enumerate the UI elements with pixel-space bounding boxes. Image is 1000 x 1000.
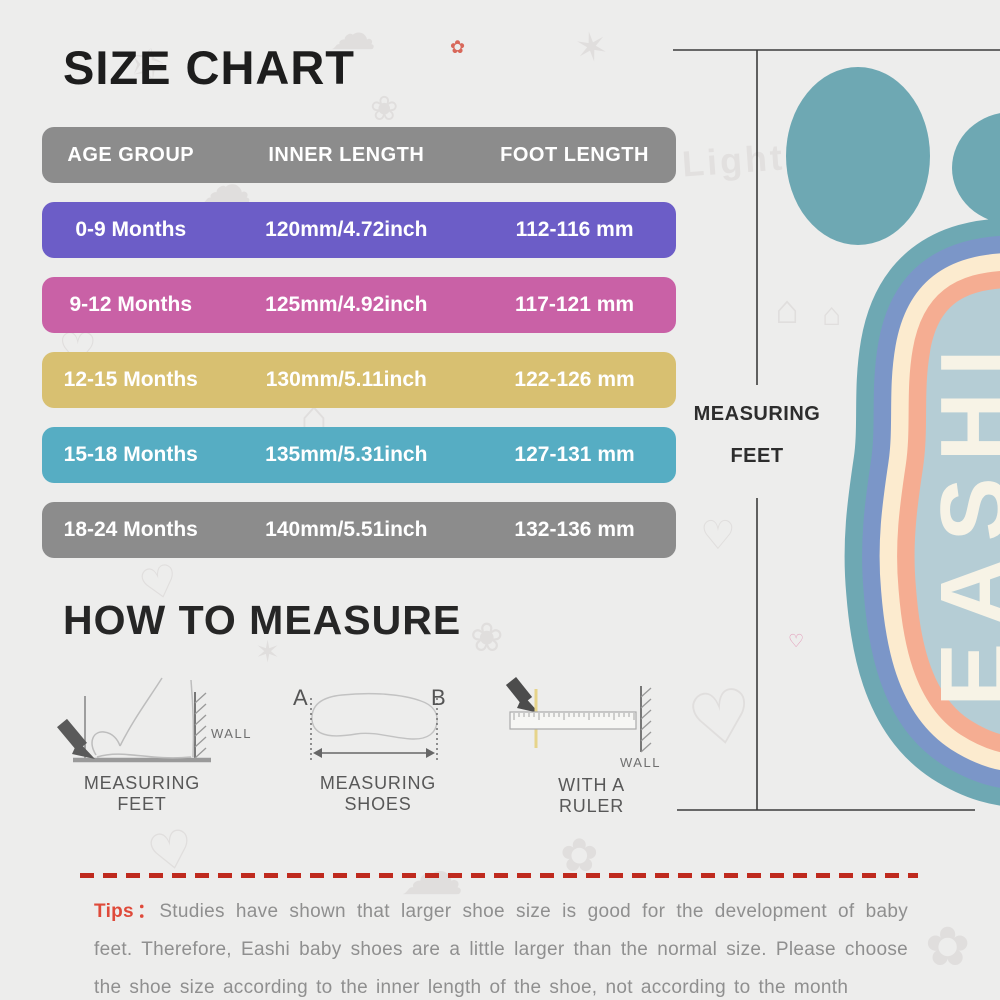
tips-body: Studies have shown that larger shoe size… <box>94 901 909 998</box>
measuring-feet-line2: FEET <box>730 445 784 467</box>
heart-doodle-icon: ♡ <box>700 514 736 558</box>
caption-measuring-feet: MEASURING FEET <box>83 773 201 814</box>
cell-age: 12-15 Months <box>63 368 198 391</box>
foot-diagram: EASHI <box>673 49 1000 811</box>
caption-with-a-ruler: WITH A RULER <box>558 775 625 816</box>
cell-inner-length: 125mm/4.92inch <box>265 293 428 316</box>
foot-profile-sketch <box>91 677 195 759</box>
measuring-feet-line1: MEASURING <box>693 403 821 425</box>
brand-text: EASHI <box>921 333 1000 706</box>
house-doodle-icon: ⌂ <box>822 296 842 332</box>
red-dashed-divider <box>80 873 918 878</box>
cell-age: 18-24 Months <box>63 518 198 541</box>
table-row: 12-15 Months 130mm/5.11inch 122-126 mm <box>42 352 676 408</box>
cloud-doodle-icon: ☁ <box>400 836 464 908</box>
pink-heart-doodle-icon: ♡ <box>788 631 805 651</box>
flower-doodle-icon: ✿ <box>560 829 599 881</box>
cell-age: 9-12 Months <box>69 293 193 316</box>
tips-label: Tips： <box>94 901 160 922</box>
wall-label: WALL <box>211 726 252 741</box>
pencil-icon <box>57 718 95 759</box>
flower-doodle-icon: ❀ <box>370 90 399 128</box>
pencil-icon <box>505 676 539 713</box>
cell-inner-length: 140mm/5.51inch <box>265 518 428 541</box>
cell-foot-length: 127-131 mm <box>514 443 635 466</box>
size-table-header-row: AGE GROUP INNER LENGTH FOOT LENGTH <box>42 127 676 183</box>
wall-label: WALL <box>620 755 661 770</box>
wall-hatching <box>194 692 207 759</box>
flower-doodle-icon: ❀ <box>470 616 504 660</box>
page-title: SIZE CHART <box>63 41 355 94</box>
cell-foot-length: 117-121 mm <box>515 293 635 316</box>
ruler-ticks <box>513 713 635 720</box>
cell-foot-length: 112-116 mm <box>515 218 634 241</box>
table-row: 15-18 Months 135mm/5.31inch 127-131 mm <box>42 427 676 483</box>
foot-rings <box>844 218 1000 806</box>
cloud-doodle-icon: ☁ <box>330 7 376 59</box>
second-toe <box>952 113 1000 223</box>
tips-paragraph: Tips：Studies have shown that larger shoe… <box>94 893 908 1000</box>
header-inner-length: INNER LENGTH <box>268 143 425 166</box>
point-a-label: A <box>293 685 308 710</box>
red-flower-doodle-icon: ✿ <box>450 37 466 57</box>
cell-age: 15-18 Months <box>63 443 198 466</box>
flower-doodle-icon: ✿ <box>925 917 971 977</box>
cell-foot-length: 122-126 mm <box>514 368 635 391</box>
cell-inner-length: 135mm/5.31inch <box>265 443 428 466</box>
cell-foot-length: 132-136 mm <box>514 518 635 541</box>
ruler-icon <box>509 711 637 730</box>
table-row: 18-24 Months 140mm/5.51inch 132-136 mm <box>42 502 676 558</box>
length-arrow <box>313 748 435 758</box>
measuring-feet-label: MEASURING FEET <box>677 393 837 477</box>
sparkle-doodle-icon: ✶ <box>571 23 613 73</box>
table-row: 9-12 Months 125mm/4.92inch 117-121 mm <box>42 277 676 333</box>
cell-inner-length: 120mm/4.72inch <box>265 218 428 241</box>
sparkle-doodle-icon: ✶ <box>255 636 281 669</box>
wall-hatching <box>640 687 652 753</box>
header-foot-length: FOOT LENGTH <box>500 143 649 166</box>
house-doodle-icon: ⌂ <box>775 288 800 332</box>
header-age-group: AGE GROUP <box>67 143 195 166</box>
shoe-sole-sketch <box>311 692 438 740</box>
cell-inner-length: 130mm/5.11inch <box>265 368 427 391</box>
cell-age: 0-9 Months <box>75 218 187 241</box>
point-b-label: B <box>431 685 446 710</box>
table-row: 0-9 Months 120mm/4.72inch 112-116 mm <box>42 202 676 258</box>
how-to-measure-illustrations <box>57 676 652 763</box>
caption-measuring-shoes: MEASURING SHOES <box>319 773 437 814</box>
big-toe <box>786 67 930 245</box>
how-to-measure-title: HOW TO MEASURE <box>63 597 462 643</box>
